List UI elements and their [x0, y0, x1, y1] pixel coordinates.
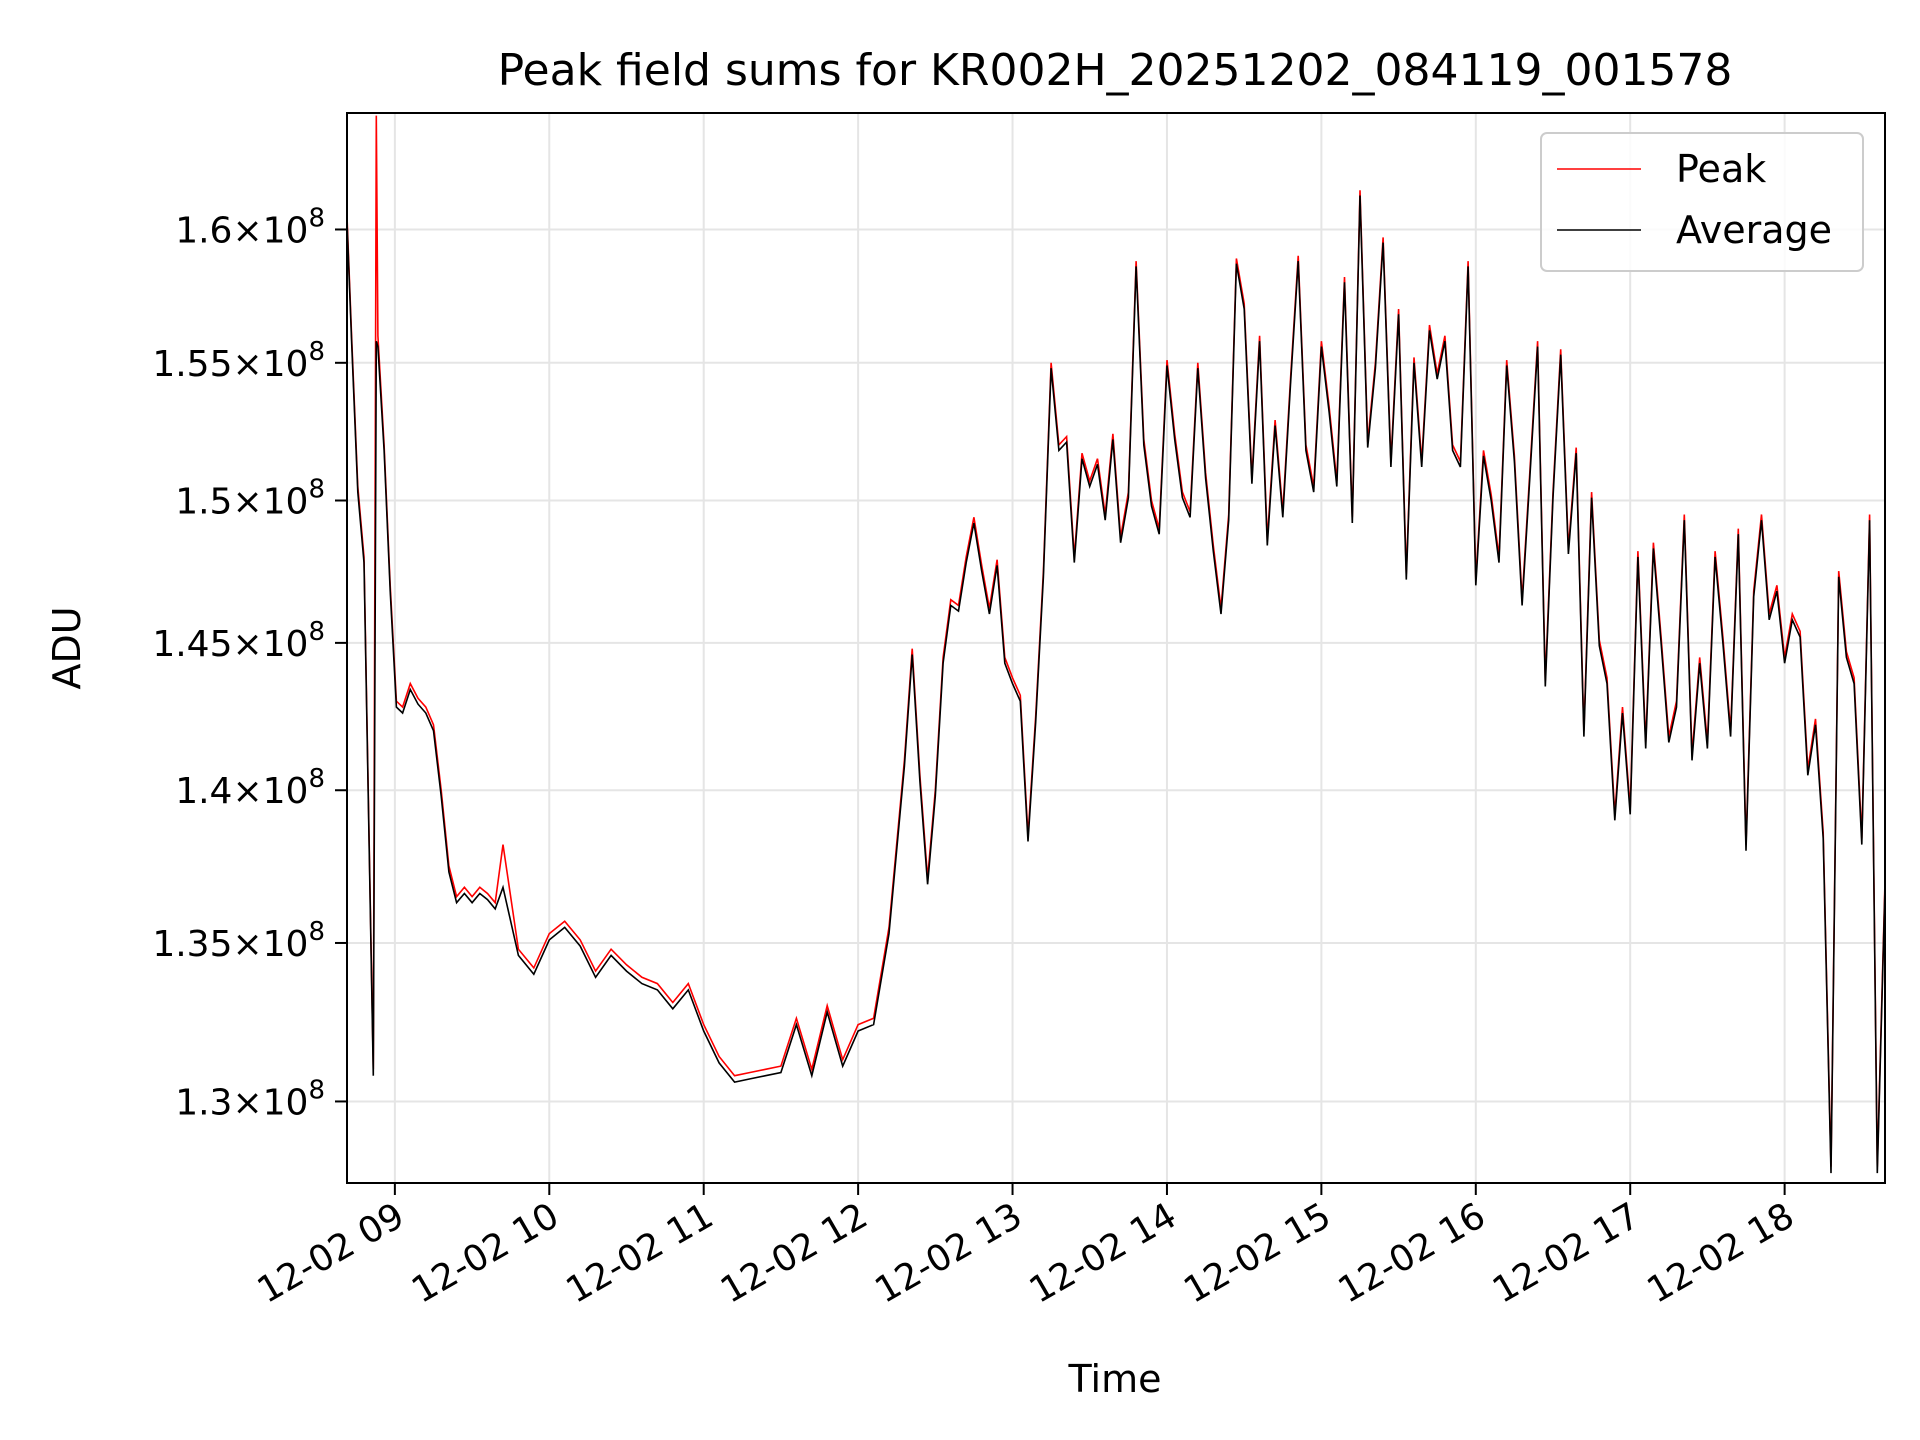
- y-tick-times-ten: ×10: [232, 924, 308, 965]
- legend: Peak Average: [1540, 132, 1864, 272]
- y-tick-times-ten: ×10: [232, 624, 308, 665]
- legend-label-average: Average: [1676, 208, 1832, 252]
- y-tick-mantissa: 1.3: [175, 1082, 232, 1123]
- y-tick-exponent: 8: [308, 337, 325, 367]
- grid-lines: [347, 113, 1885, 1183]
- y-tick-exponent: 8: [308, 475, 325, 505]
- y-tick-label: 1.45×108: [152, 617, 325, 665]
- y-tick-exponent: 8: [308, 917, 325, 947]
- series-line-average: [347, 195, 1885, 1174]
- y-tick-label: 1.5×108: [175, 475, 325, 523]
- legend-box: [1540, 132, 1864, 272]
- y-axis-label: ADU: [45, 606, 89, 689]
- y-tick-label: 1.4×108: [175, 764, 325, 812]
- x-axis-label: Time: [1068, 1357, 1162, 1401]
- plot-area: [347, 115, 1885, 1174]
- y-tick-exponent: 8: [308, 203, 325, 233]
- chart-title: Peak field sums for KR002H_20251202_0841…: [498, 45, 1733, 96]
- y-tick-label: 1.55×108: [152, 337, 325, 385]
- y-tick-times-ten: ×10: [232, 771, 308, 812]
- y-tick-mantissa: 1.5: [175, 482, 232, 523]
- y-tick-label: 1.35×108: [152, 917, 325, 965]
- y-tick-mantissa: 1.45: [152, 624, 232, 665]
- plot-frame: [346, 112, 1886, 1184]
- y-tick-label: 1.6×108: [175, 203, 325, 251]
- y-tick-times-ten: ×10: [232, 210, 308, 251]
- y-tick-times-ten: ×10: [232, 482, 308, 523]
- y-tick-exponent: 8: [308, 1075, 325, 1105]
- y-tick-mantissa: 1.35: [152, 924, 232, 965]
- y-tick-mantissa: 1.55: [152, 344, 232, 385]
- y-tick-exponent: 8: [308, 764, 325, 794]
- y-tick-exponent: 8: [308, 617, 325, 647]
- legend-label-peak: Peak: [1676, 147, 1766, 191]
- y-tick-label: 1.3×108: [175, 1075, 325, 1123]
- y-tick-times-ten: ×10: [232, 1082, 308, 1123]
- y-axis: 1.3×1081.35×1081.4×1081.45×1081.5×1081.5…: [152, 203, 347, 1123]
- y-tick-times-ten: ×10: [232, 344, 308, 385]
- y-tick-mantissa: 1.4: [175, 771, 232, 812]
- y-tick-mantissa: 1.6: [175, 210, 232, 251]
